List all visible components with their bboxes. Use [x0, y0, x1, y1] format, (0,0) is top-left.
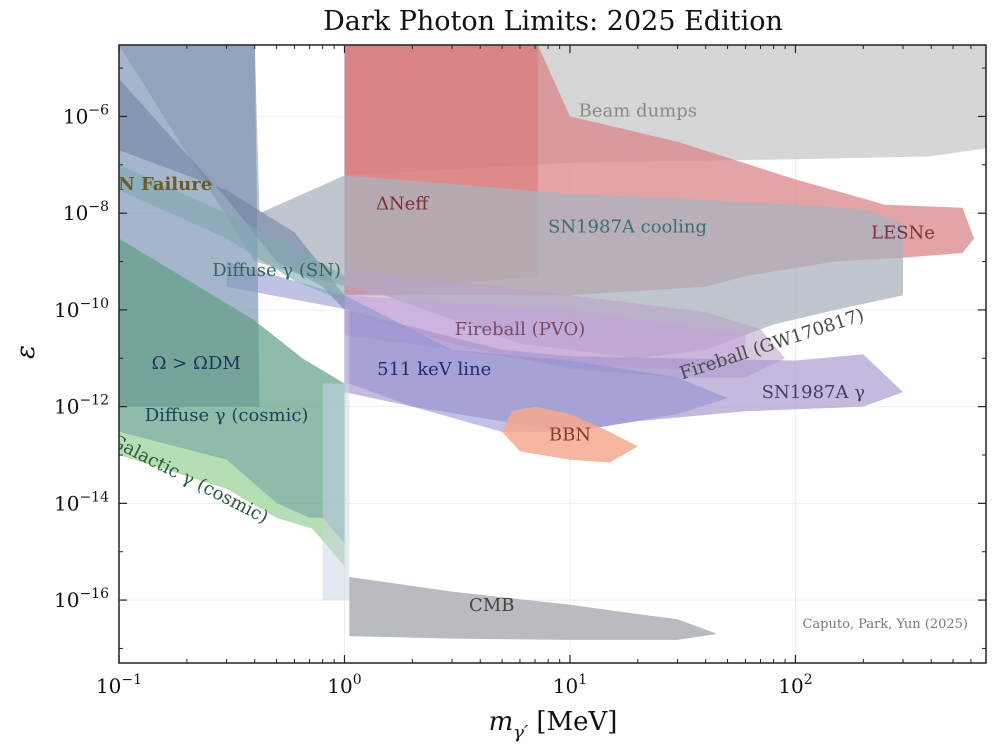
y-tick-label-5: 10−16: [54, 586, 109, 612]
x-tick-label-3: 102: [778, 672, 812, 698]
region-white_band: [322, 383, 350, 601]
region-label-6: Fireball (PVO): [455, 319, 586, 340]
x-tick-label-1: 100: [327, 672, 361, 698]
region-label-0: Beam dumps: [579, 100, 697, 121]
region-label-7: Ω > ΩDM: [152, 353, 241, 374]
regions-layer: Beam dumps SN Failure ΔNeff SN1987A cooling…: [105, 45, 986, 663]
plot-area: Beam dumps SN Failure ΔNeff SN1987A cooling…: [54, 44, 987, 698]
region-cmb: [349, 577, 718, 640]
region-diffuse_cosmic: [119, 238, 345, 544]
y-tick-label-4: 10−14: [54, 489, 109, 515]
region-label-1: SN Failure: [105, 174, 212, 195]
region-kev511: [226, 261, 728, 432]
region-label-8: 511 keV line: [377, 359, 491, 380]
region-label-11: Diffuse γ (cosmic): [145, 405, 309, 426]
y-tick-label-0: 10−6: [63, 102, 109, 128]
region-label-10: SN1987A γ: [762, 382, 865, 403]
y-tick-label-1: 10−8: [63, 199, 109, 225]
x-tick-label-0: 10−1: [96, 672, 142, 698]
region-label-4: LESNe: [871, 222, 935, 243]
plot-frame: [118, 44, 987, 664]
region-galactic: [119, 431, 345, 567]
y-tick-label-3: 10−12: [54, 393, 109, 419]
y-tick-label-2: 10−10: [54, 296, 109, 322]
region-label-14: CMB: [469, 595, 514, 616]
region-fireball_pvo: [344, 295, 746, 369]
x-axis-label: mγ′ [MeV]: [489, 707, 618, 743]
region-sn_cool: [119, 45, 903, 359]
region-bbn: [502, 406, 638, 463]
chart-title: Dark Photon Limits: 2025 Edition: [323, 6, 783, 37]
region-label-3: SN1987A cooling: [548, 216, 707, 237]
region-diffuse_sn: [119, 164, 345, 302]
credit-text: Caputo, Park, Yun (2025): [802, 617, 968, 632]
y-axis-label: ε: [11, 345, 41, 359]
x-tick-label-2: 101: [553, 672, 587, 698]
region-label-2: ΔNeff: [376, 193, 429, 214]
region-label-5: Diffuse γ (SN): [212, 260, 341, 281]
region-label-12: BBN: [549, 424, 591, 445]
